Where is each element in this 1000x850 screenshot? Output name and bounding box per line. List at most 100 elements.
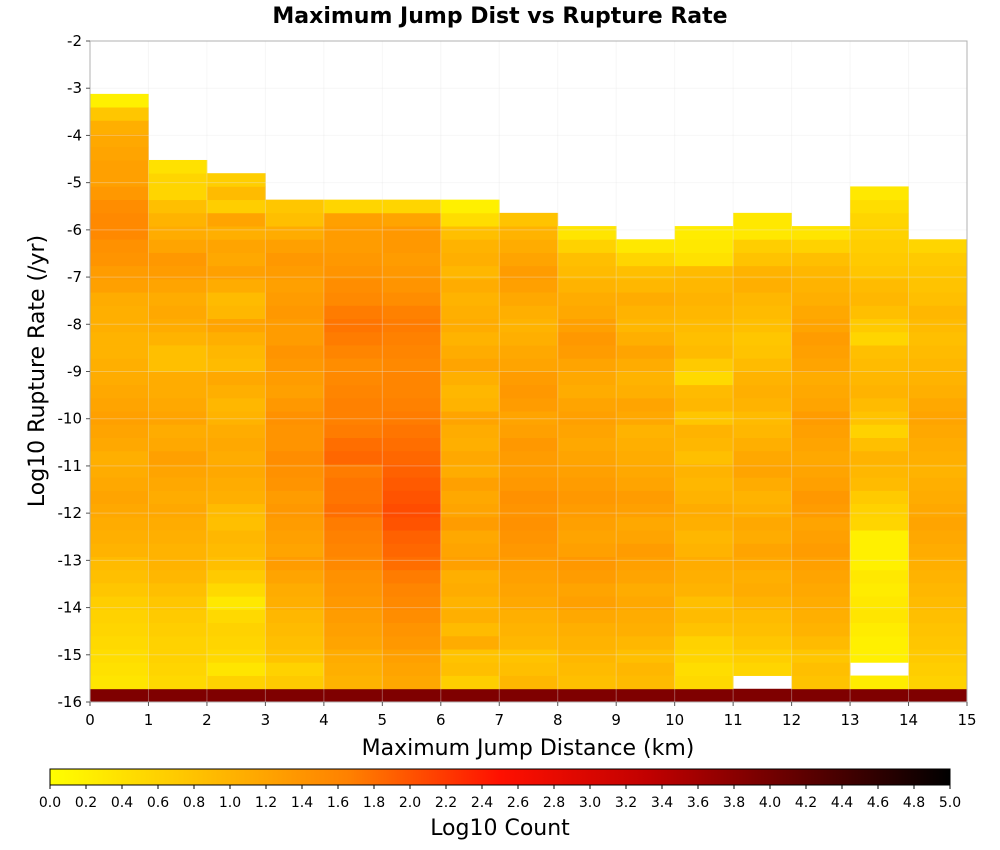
heatmap-cell [148,543,208,557]
heatmap-cell [382,622,442,637]
heatmap-cell [674,609,734,624]
heatmap-cell [791,688,851,703]
heatmap-cell [908,265,968,280]
heatmap-cell [206,397,266,412]
heatmap-cell [323,688,383,703]
heatmap-cell [850,239,909,253]
heatmap-cell [148,556,208,571]
heatmap-cell [616,437,676,452]
heatmap-cell [440,358,500,372]
heatmap-cell [908,464,968,478]
heatmap-cell [733,358,792,372]
heatmap-cell [382,530,442,544]
heatmap-cell [557,397,617,412]
colorbar-tick-label: 4.0 [759,795,781,811]
heatmap-cell [557,464,617,478]
heatmap-cell [265,384,325,399]
heatmap-cell [908,358,968,372]
heatmap-cell [90,120,149,134]
heatmap-cell [616,609,676,624]
heatmap-cell [90,583,149,597]
heatmap-cell [850,265,909,280]
heatmap-cell [90,503,149,518]
heatmap-cell [90,411,149,425]
heatmap-cell [557,649,617,663]
heatmap-cell [733,331,792,346]
heatmap-cell [90,543,149,557]
heatmap-cell [265,569,325,584]
heatmap-cell [850,649,909,663]
heatmap-cell [323,345,383,359]
x-tick-label: 15 [957,711,976,729]
heatmap-cell [382,292,442,306]
heatmap-cell [90,688,149,703]
colorbar-tick-label: 2.6 [507,795,529,811]
heatmap-cell [265,239,325,253]
heatmap-cell [382,569,442,584]
heatmap-cell [733,371,792,386]
heatmap-cell [440,543,500,557]
heatmap-cell [733,292,792,306]
heatmap-cell [499,424,559,438]
heatmap-cell [90,212,149,227]
heatmap-cell [323,503,383,518]
heatmap-cell [90,477,149,491]
heatmap-cell [674,688,734,703]
colorbar-tick-label: 2.4 [471,795,493,811]
heatmap-cell [440,252,500,267]
heatmap-cell [791,437,851,452]
heatmap-cell [440,596,500,610]
heatmap-cell [382,397,442,412]
heatmap-cell [557,596,617,610]
heatmap-cell [265,556,325,571]
heatmap-cell [382,596,442,610]
colorbar-tick-label: 5.0 [939,795,961,811]
heatmap-cell [616,292,676,306]
heatmap-cell [850,516,909,531]
y-tick-label: -14 [58,599,83,617]
heatmap-cell [440,635,500,650]
heatmap-cell [733,239,792,253]
heatmap-cell [206,318,266,333]
heatmap-cell [791,596,851,610]
heatmap-cell [440,305,500,320]
heatmap-cell [90,292,149,306]
heatmap-cell [616,397,676,412]
heatmap-cell [323,596,383,610]
heatmap-cell [148,503,208,518]
heatmap-cell [557,331,617,346]
heatmap-cell [674,331,734,346]
heatmap-cell [616,265,676,280]
heatmap-cell [791,477,851,491]
heatmap-cell [323,583,383,597]
heatmap-cell [440,318,500,333]
heatmap-cell [499,583,559,597]
heatmap-cell [733,464,792,478]
y-tick-label: -11 [58,457,83,475]
heatmap-cell [616,530,676,544]
heatmap-cell [733,252,792,267]
heatmap-cell [440,239,500,253]
heatmap-cell [90,490,149,505]
heatmap-cell [265,371,325,386]
heatmap-cell [850,226,909,240]
x-tick-label: 5 [378,711,388,729]
heatmap-cell [557,252,617,267]
y-tick-label: -8 [67,315,82,333]
heatmap-cell [557,583,617,597]
heatmap-cell [733,688,792,703]
heatmap-cell [733,384,792,399]
heatmap-cell [90,397,149,412]
heatmap-cell [908,252,968,267]
colorbar-tick-label: 3.8 [723,795,745,811]
heatmap-cell [323,635,383,650]
heatmap-cell [323,609,383,624]
heatmap-cell [206,437,266,452]
heatmap-cell [908,622,968,637]
heatmap-cell [850,622,909,637]
heatmap-cell [733,265,792,280]
heatmap-cell [908,543,968,557]
heatmap-cell [557,530,617,544]
heatmap-cell [557,569,617,584]
heatmap-cell [265,583,325,597]
